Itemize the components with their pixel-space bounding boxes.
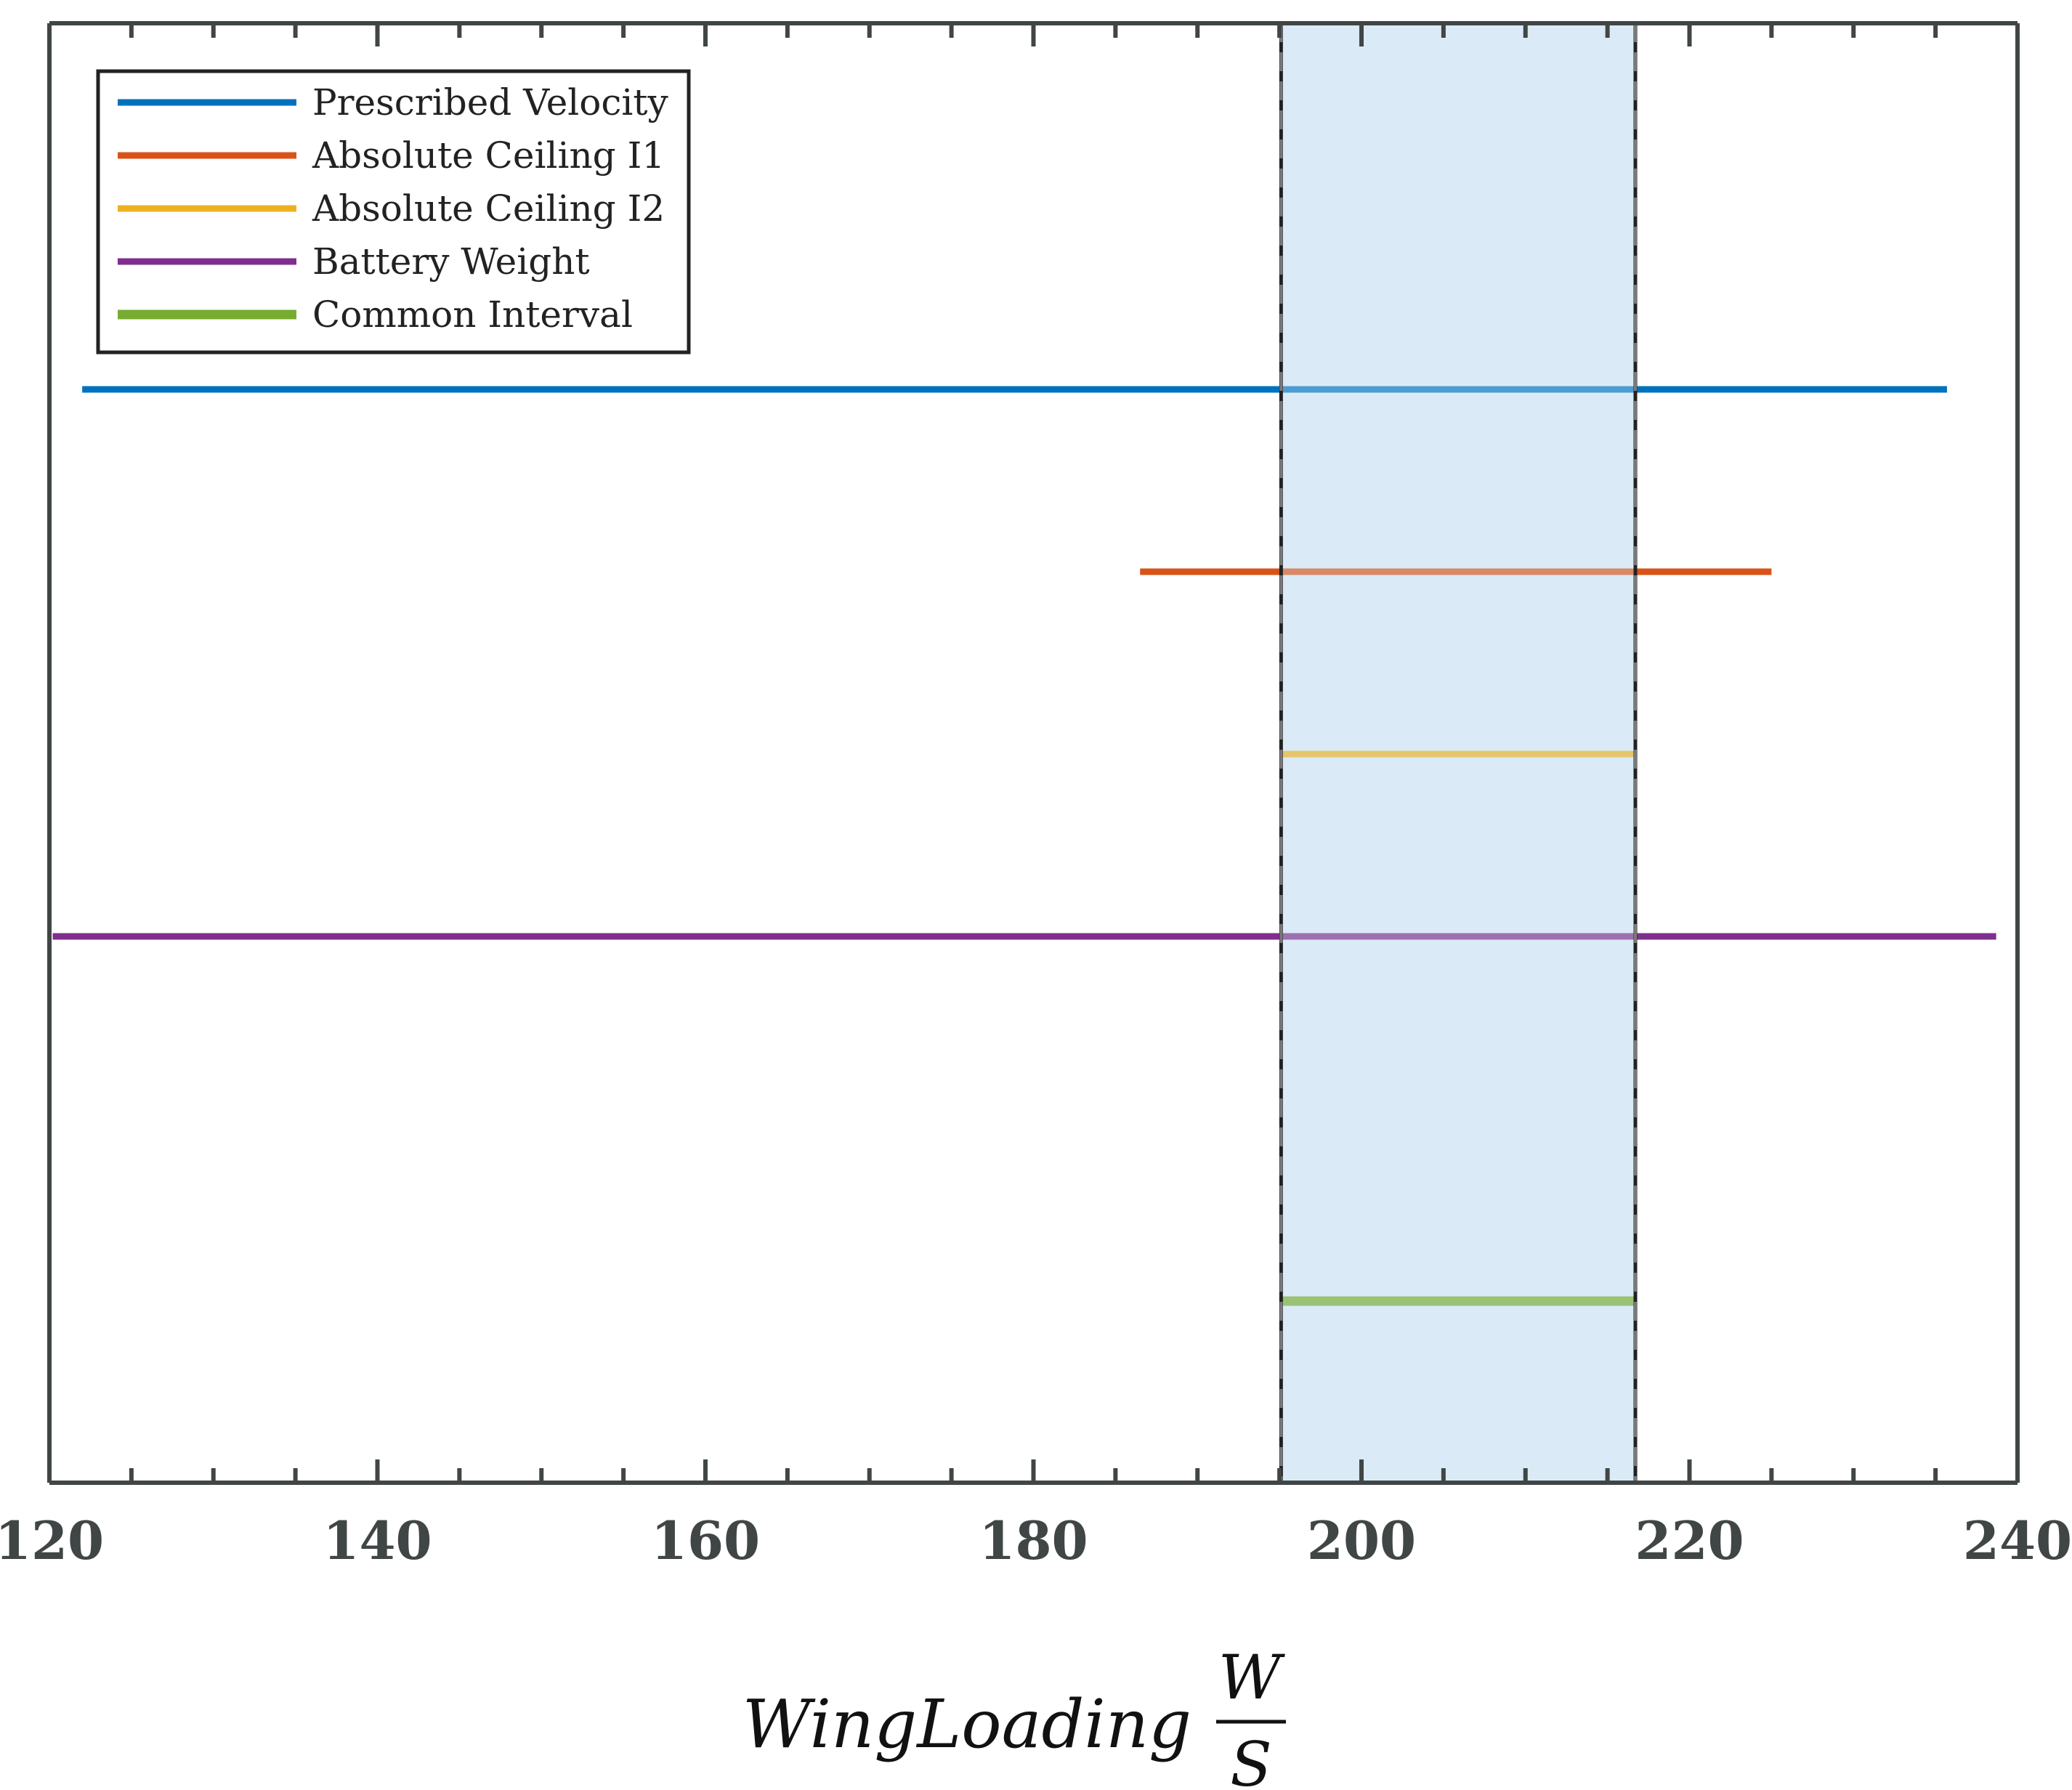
x-tick-label: 180 xyxy=(979,1510,1088,1571)
plot-area: 120 140 160 180 200 220 240 WingLoading WS Prescr… xyxy=(0,21,2072,1790)
x-axis-label-denominator: S xyxy=(1230,1729,1272,1790)
x-tick-label: 160 xyxy=(651,1510,760,1571)
legend-label: Prescribed Velocity xyxy=(312,81,668,123)
legend-label: Absolute Ceiling I1 xyxy=(312,134,665,177)
x-tick-label: 220 xyxy=(1635,1510,1744,1571)
legend-label: Battery Weight xyxy=(312,240,590,283)
x-tick-label: 140 xyxy=(323,1510,432,1571)
legend-label: Common Interval xyxy=(312,293,633,336)
highlight-overlay xyxy=(1281,23,1636,1483)
x-axis-label-numerator: W xyxy=(1218,1642,1286,1713)
legend-label: Absolute Ceiling I2 xyxy=(312,187,665,230)
x-tick-label: 200 xyxy=(1307,1510,1416,1571)
x-tick-label: 120 xyxy=(0,1510,104,1571)
x-axis-label: WingLoading xyxy=(742,1685,1191,1763)
x-tick-label: 240 xyxy=(1963,1510,2072,1571)
